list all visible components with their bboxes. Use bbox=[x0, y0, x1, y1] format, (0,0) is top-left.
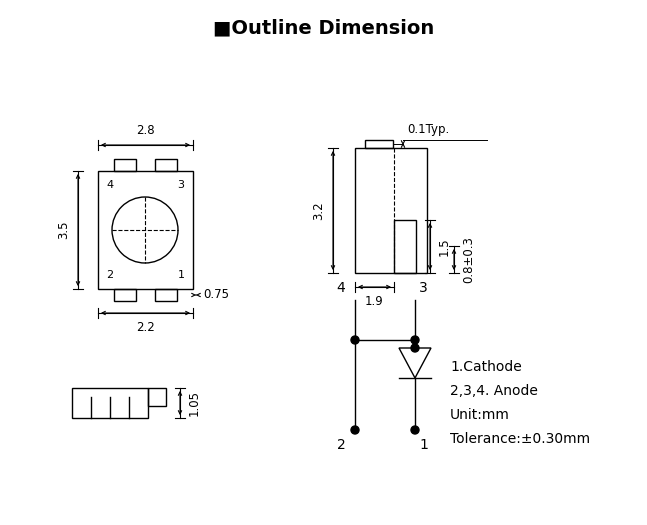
Text: 3.5: 3.5 bbox=[57, 220, 70, 239]
Text: 4: 4 bbox=[336, 281, 345, 295]
Text: 3: 3 bbox=[177, 180, 184, 190]
Circle shape bbox=[411, 336, 419, 344]
Text: 4: 4 bbox=[107, 180, 114, 190]
Text: 2,3,4. Anode: 2,3,4. Anode bbox=[450, 384, 538, 398]
Text: ■Outline Dimension: ■Outline Dimension bbox=[213, 18, 434, 37]
Circle shape bbox=[411, 344, 419, 352]
Text: 1: 1 bbox=[419, 438, 428, 452]
Circle shape bbox=[411, 426, 419, 434]
Text: 1.Cathode: 1.Cathode bbox=[450, 360, 521, 374]
Text: 2.8: 2.8 bbox=[136, 124, 155, 137]
Text: 0.1Typ.: 0.1Typ. bbox=[407, 123, 449, 136]
Text: 2: 2 bbox=[107, 270, 114, 280]
Text: 2.2: 2.2 bbox=[136, 321, 155, 334]
Text: 1.9: 1.9 bbox=[365, 295, 384, 308]
Text: 3.2: 3.2 bbox=[312, 201, 325, 220]
Text: 1.5: 1.5 bbox=[438, 237, 451, 256]
Text: 0.75: 0.75 bbox=[203, 289, 229, 301]
Text: 1.05: 1.05 bbox=[188, 390, 201, 416]
Text: Tolerance:±0.30mm: Tolerance:±0.30mm bbox=[450, 432, 590, 446]
Circle shape bbox=[351, 426, 359, 434]
Text: 3: 3 bbox=[419, 281, 428, 295]
Circle shape bbox=[351, 336, 359, 344]
Text: 0.8±0.3: 0.8±0.3 bbox=[462, 236, 475, 283]
Text: 1: 1 bbox=[177, 270, 184, 280]
Text: Unit:mm: Unit:mm bbox=[450, 408, 510, 422]
Text: 2: 2 bbox=[336, 438, 345, 452]
